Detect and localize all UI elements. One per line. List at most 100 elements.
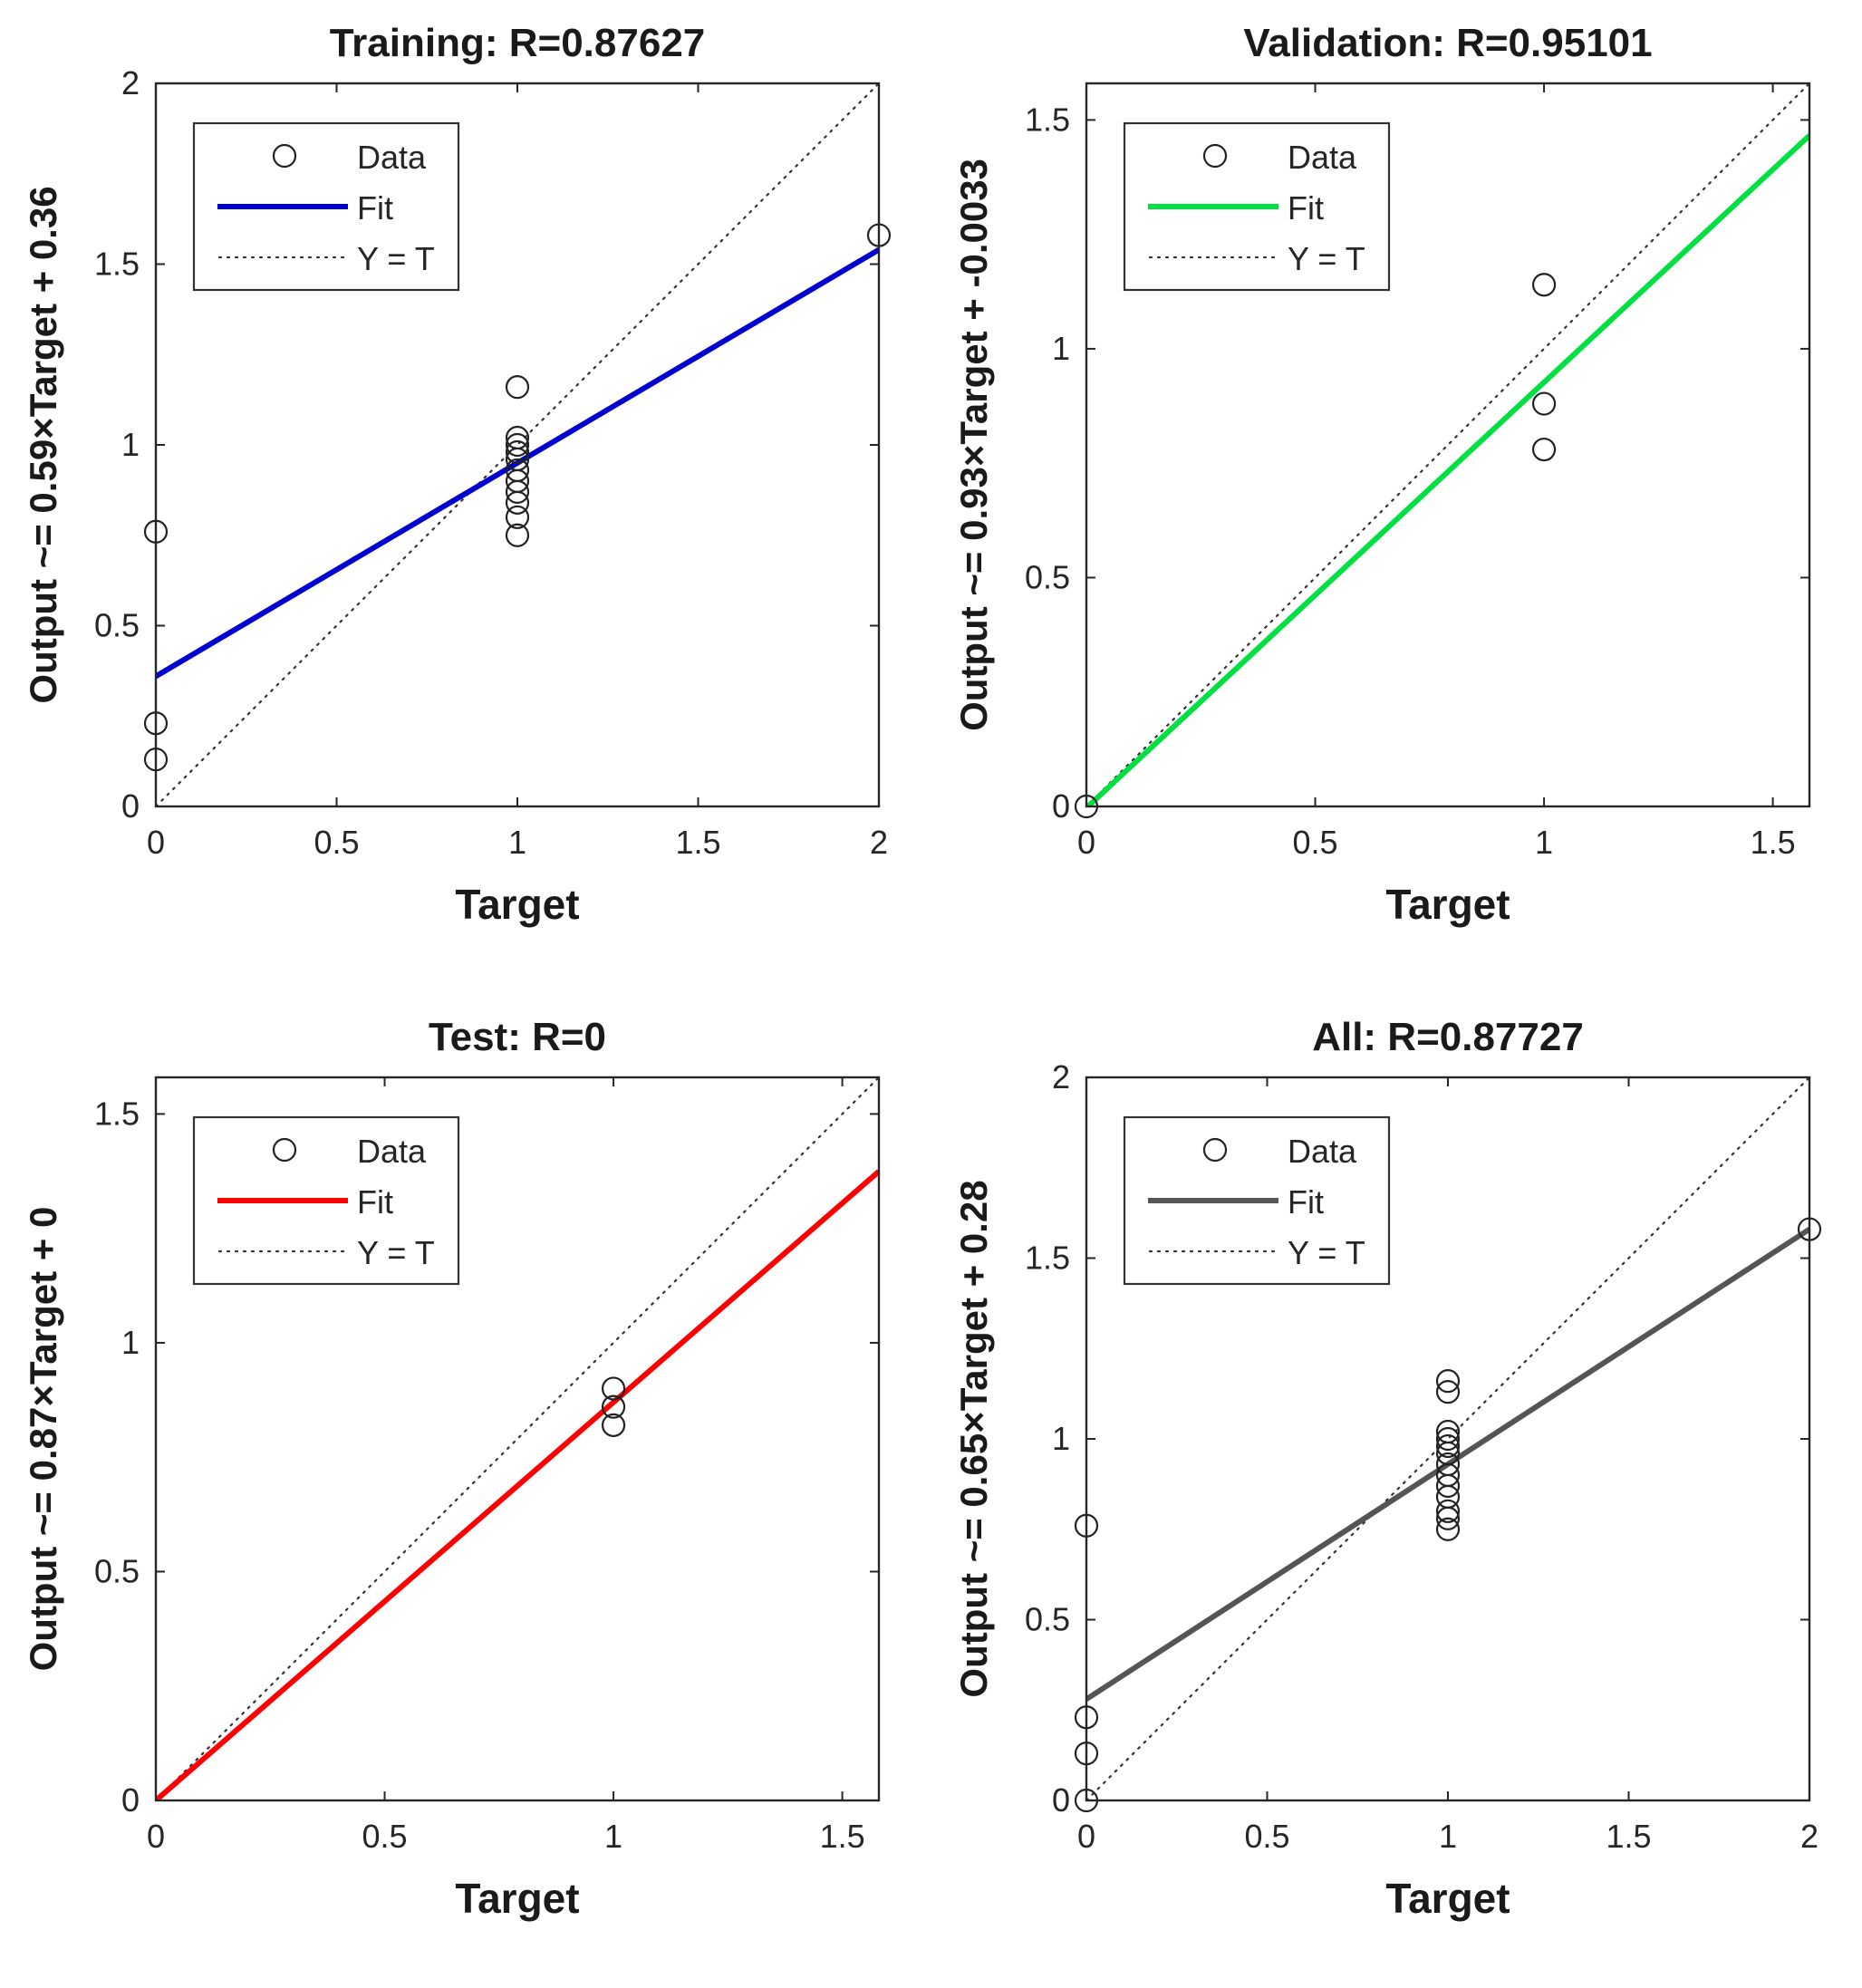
x-tick-label: 0 xyxy=(1077,824,1095,861)
y-tick-label: 1.5 xyxy=(94,246,140,283)
axes-box xyxy=(1085,82,1811,808)
legend-data-marker xyxy=(272,1137,297,1163)
data-point xyxy=(505,479,530,504)
legend-label-yt: Y = T xyxy=(357,240,435,277)
x-tick-label: 0.5 xyxy=(314,824,359,861)
x-tick-label: 2 xyxy=(870,824,888,861)
legend-label-data: Data xyxy=(1288,1133,1357,1170)
y-tick-label: 2 xyxy=(1052,1058,1070,1095)
x-tick-label: 0.5 xyxy=(1244,1818,1289,1855)
y-tick-label: 2 xyxy=(121,64,140,101)
y-tick-label: 0 xyxy=(121,1781,140,1819)
data-point xyxy=(1435,1499,1461,1523)
y-tick-label: 0.5 xyxy=(1025,1601,1070,1638)
y-tick-label: 0 xyxy=(121,787,140,825)
legend-label-fit: Fit xyxy=(1288,189,1324,227)
chart-title: All: R=0.87727 xyxy=(1312,1015,1584,1059)
all-panel: 0 0.5 1 1.5 2 0 0.5 1 1.5 2 All: R=0.87727 Target Ou… xyxy=(931,994,1861,1988)
all-chart: 0 0.5 1 1.5 2 0 0.5 1 1.5 2 All: R=0.87727 Target Ou… xyxy=(952,1015,1822,1922)
data-point xyxy=(505,432,530,458)
x-tick-label: 1.5 xyxy=(820,1818,865,1855)
legend-label-data: Data xyxy=(357,139,427,176)
x-tick-label: 0.5 xyxy=(1293,824,1338,861)
legend-data-marker xyxy=(272,143,297,169)
data-point xyxy=(1435,1369,1461,1394)
y-tick-label: 0 xyxy=(1052,1781,1070,1819)
y-tick-label: 1.5 xyxy=(1025,101,1070,138)
axes-box xyxy=(154,1076,881,1802)
data-point xyxy=(505,505,530,529)
validation-panel: 0 0.5 1 1.5 0 0.5 1 1.5 Validation: R=0.95101 Tar… xyxy=(931,0,1861,994)
training-chart: 0 0.5 1 1.5 2 0 0.5 1 1.5 2 Training: R=0.87627 Tar… xyxy=(22,21,892,928)
x-tick-label: 1.5 xyxy=(1606,1818,1651,1855)
test-chart: 0 0.5 1 1.5 0 0.5 1 1.5 Test: R=0 Target Output ~=… xyxy=(22,1015,881,1922)
legend-label-data: Data xyxy=(357,1133,427,1170)
legend-label-fit: Fit xyxy=(357,1183,393,1221)
y-axis-label: Output ~= 0.93×Target + -0.0033 xyxy=(952,159,995,731)
data-point xyxy=(505,439,530,465)
training-panel: 0 0.5 1 1.5 2 0 0.5 1 1.5 2 Training: R=0.87627 Tar… xyxy=(0,0,931,994)
y-tick-label: 0.5 xyxy=(1025,558,1070,595)
x-tick-label: 0.5 xyxy=(362,1818,408,1855)
fit-line xyxy=(1086,133,1809,806)
x-tick-label: 2 xyxy=(1800,1818,1819,1855)
data-point xyxy=(1435,1380,1461,1404)
chart-title: Test: R=0 xyxy=(429,1015,606,1059)
chart-title: Training: R=0.87627 xyxy=(330,21,706,65)
data-point xyxy=(505,490,530,515)
y-axis-label: Output ~= 0.87×Target + 0 xyxy=(22,1207,64,1672)
y-tick-label: 1.5 xyxy=(1025,1240,1070,1277)
data-point xyxy=(505,375,530,400)
y-tick-label: 0.5 xyxy=(94,607,140,644)
chart-title: Validation: R=0.95101 xyxy=(1243,21,1652,65)
data-point xyxy=(1435,1426,1461,1452)
x-tick-label: 1.5 xyxy=(1751,824,1796,861)
x-tick-label: 1 xyxy=(1535,824,1553,861)
data-point xyxy=(601,1413,626,1437)
data-point xyxy=(1531,391,1557,416)
legend-label-data: Data xyxy=(1288,139,1357,176)
y-tick-label: 1 xyxy=(1052,330,1070,367)
legend-data-marker xyxy=(1202,143,1228,169)
fit-line xyxy=(156,1169,879,1800)
data-point xyxy=(1435,1433,1461,1459)
test-panel: 0 0.5 1 1.5 0 0.5 1 1.5 Test: R=0 Target Output ~=… xyxy=(0,994,931,1988)
y-axis-label: Output ~= 0.59×Target + 0.36 xyxy=(22,186,64,703)
x-axis-label: Target xyxy=(1385,1875,1510,1922)
identity-line xyxy=(156,1077,879,1800)
y-tick-label: 0.5 xyxy=(94,1552,140,1589)
y-tick-label: 1 xyxy=(1052,1420,1070,1457)
x-axis-label: Target xyxy=(455,881,579,928)
legend-data-marker xyxy=(1202,1137,1228,1163)
y-tick-label: 0 xyxy=(1052,787,1070,825)
legend-label-fit: Fit xyxy=(1288,1183,1324,1221)
validation-chart: 0 0.5 1 1.5 0 0.5 1 1.5 Validation: R=0.95101 Tar… xyxy=(952,21,1811,928)
data-point xyxy=(601,1376,626,1401)
x-tick-label: 0 xyxy=(1077,1818,1095,1855)
x-tick-label: 1 xyxy=(508,824,526,861)
y-tick-label: 1 xyxy=(121,426,140,463)
x-tick-label: 1 xyxy=(604,1818,622,1855)
identity-line xyxy=(1086,83,1809,806)
x-tick-label: 0 xyxy=(147,824,165,861)
identity-line xyxy=(156,83,879,806)
legend-label-yt: Y = T xyxy=(1288,240,1365,277)
data-point xyxy=(1435,1506,1461,1530)
data-point xyxy=(1435,1473,1461,1498)
data-point xyxy=(505,523,530,547)
y-tick-label: 1 xyxy=(121,1324,140,1361)
data-point xyxy=(1531,273,1557,297)
data-point xyxy=(1531,437,1557,462)
x-tick-label: 1.5 xyxy=(675,824,720,861)
x-axis-label: Target xyxy=(455,1875,579,1922)
legend-label-yt: Y = T xyxy=(357,1234,435,1271)
x-tick-label: 0 xyxy=(147,1818,165,1855)
y-axis-label: Output ~= 0.65×Target + 0.28 xyxy=(952,1180,995,1697)
legend-label-fit: Fit xyxy=(357,189,393,227)
legend-label-yt: Y = T xyxy=(1288,1234,1365,1271)
y-tick-label: 1.5 xyxy=(94,1095,140,1132)
data-point xyxy=(601,1394,626,1419)
x-tick-label: 1 xyxy=(1439,1818,1457,1855)
identity-line xyxy=(1086,1077,1809,1800)
data-point xyxy=(1435,1517,1461,1541)
